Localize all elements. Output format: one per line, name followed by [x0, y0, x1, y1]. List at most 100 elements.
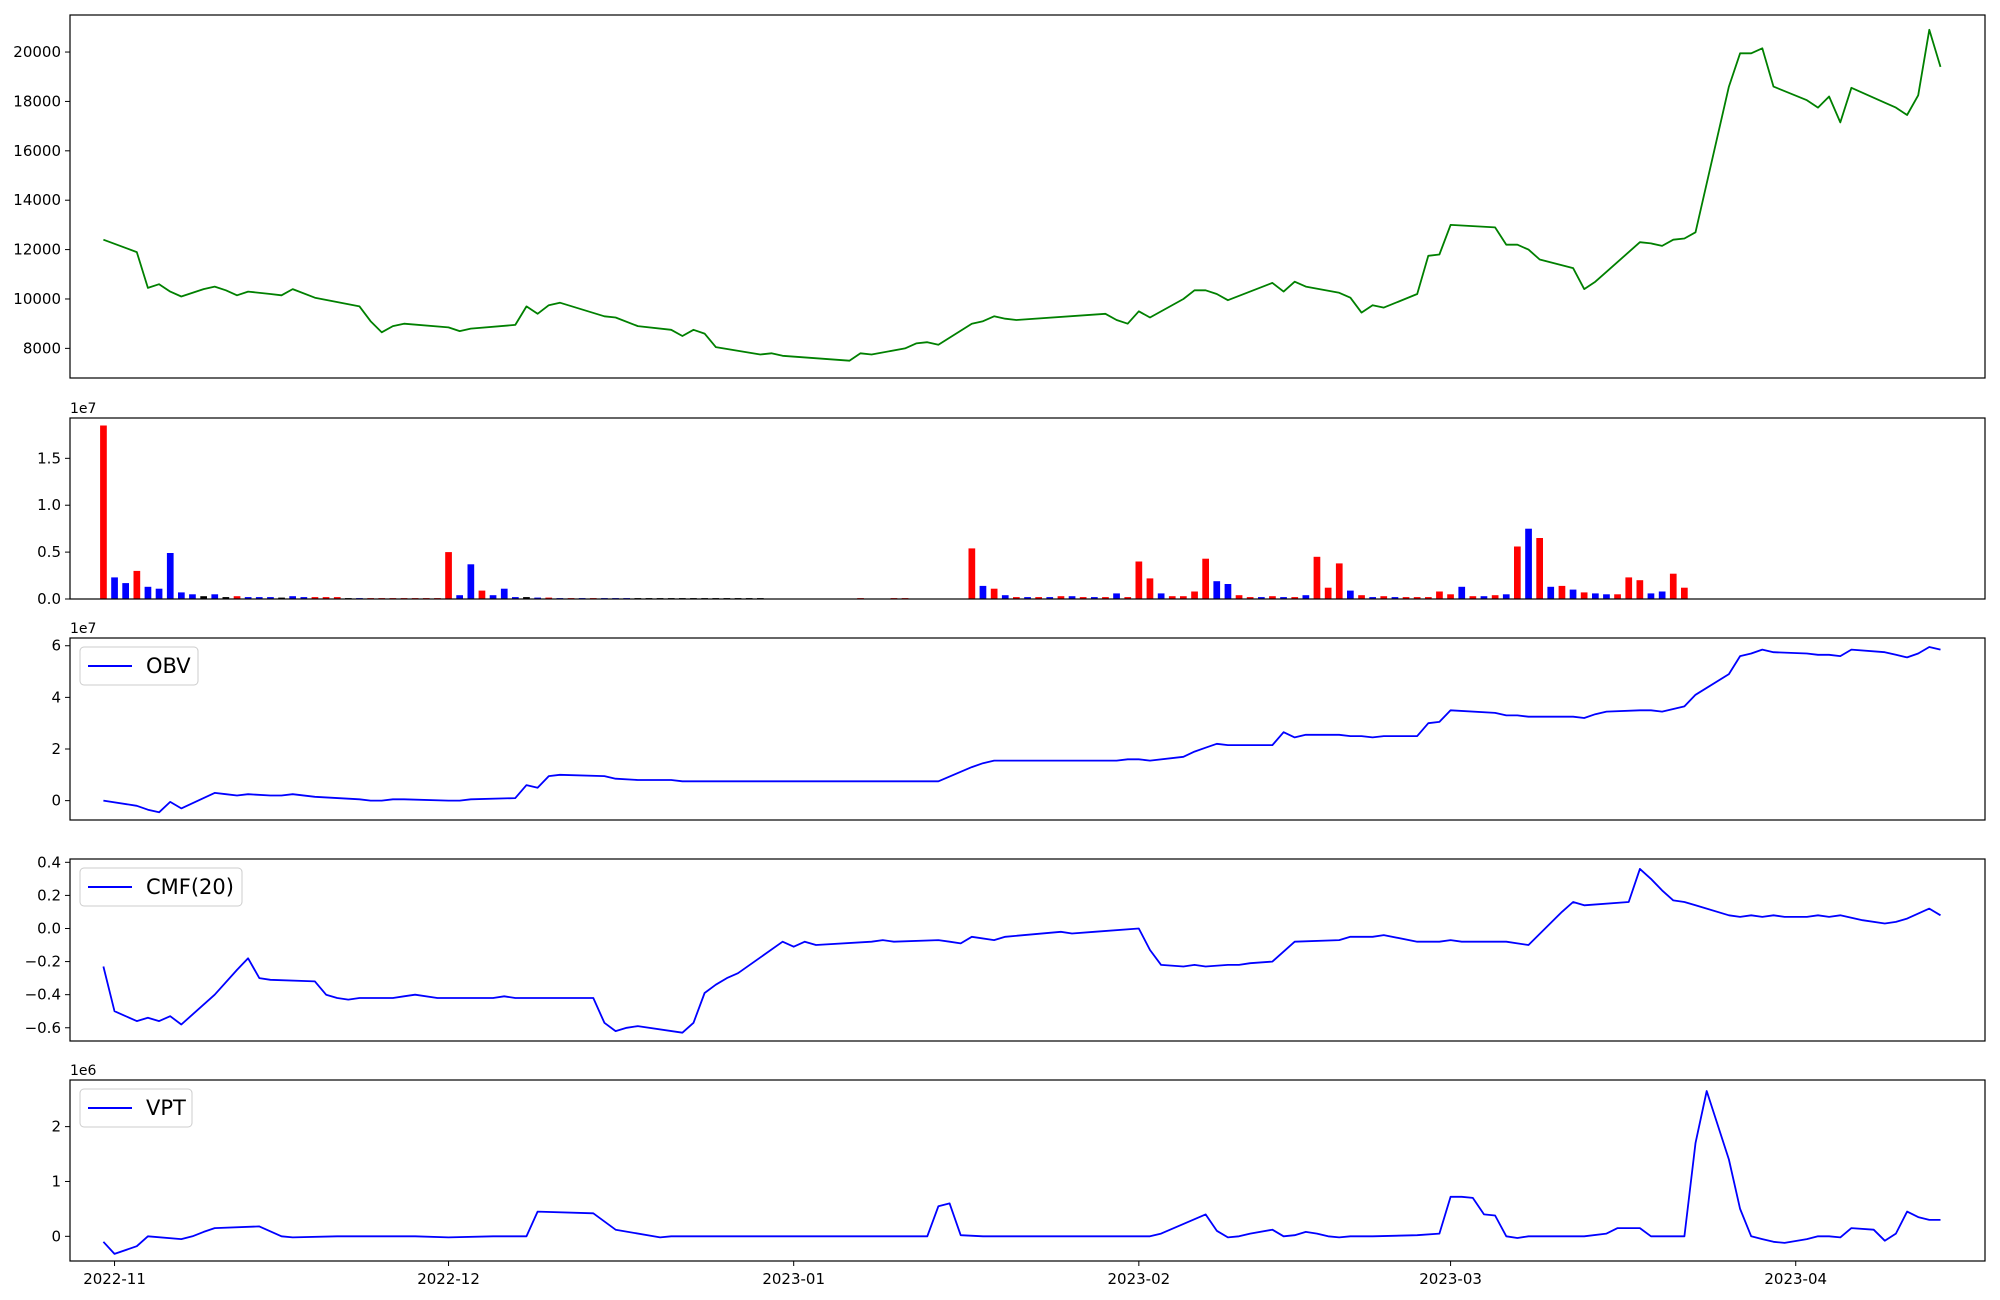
price-y-tick-label: 14000: [13, 191, 61, 209]
price-plot-area: [103, 28, 1942, 362]
volume-y-tick-label: 1.0: [37, 496, 61, 514]
volume-bar: [1157, 593, 1165, 599]
volume-bar: [1625, 577, 1633, 599]
volume-y-tick-label: 0.5: [37, 543, 61, 561]
volume-bar: [1536, 538, 1543, 599]
volume-bar: [1413, 597, 1421, 599]
volume-bar: [267, 597, 274, 599]
volume-bar: [1580, 592, 1588, 599]
volume-bar: [1191, 591, 1198, 599]
volume-bar: [1091, 597, 1098, 599]
cmf-plot-area: [102, 868, 1941, 1034]
volume-bar: [133, 570, 141, 599]
volume-bar: [1035, 597, 1042, 599]
obv-series-line: [103, 646, 1941, 814]
cmf-y-tick-label: 0.0: [37, 919, 61, 937]
volume-bar: [523, 597, 530, 599]
volume-bar: [289, 596, 296, 599]
cmf-y-tick-label: 0.2: [37, 886, 61, 904]
volume-bar: [244, 597, 252, 599]
volume-y-tick-label: 1.5: [37, 449, 61, 467]
volume-bar: [1480, 596, 1488, 599]
volume-bar: [1347, 590, 1354, 599]
cmf-panel: −0.6 −0.4 −0.2 0.0 0.2 0.4 CMF(20): [25, 853, 1986, 1042]
volume-bar: [478, 590, 486, 599]
volume-bar: [489, 595, 497, 599]
volume-bar: [456, 595, 463, 599]
price-y-axis: 8000 10000 12000 14000 16000 18000 20000: [13, 43, 70, 357]
volume-bar: [1224, 584, 1232, 599]
volume-bar: [1079, 597, 1087, 599]
volume-bar: [1547, 586, 1555, 599]
volume-bar: [1614, 594, 1621, 599]
volume-bar: [445, 552, 452, 599]
volume-bar: [1647, 593, 1655, 599]
volume-y-axis: 0.0 0.5 1.0 1.5: [37, 449, 70, 608]
volume-bar: [1168, 596, 1176, 599]
vpt-y-axis: 0 1 2: [51, 1118, 70, 1245]
volume-bar: [1313, 556, 1321, 599]
vpt-axes-frame: [69, 1079, 1986, 1262]
volume-bar: [1658, 591, 1666, 599]
volume-bar: [1024, 597, 1031, 599]
volume-bar: [512, 597, 519, 599]
volume-bar: [1068, 596, 1076, 599]
volume-bar: [1001, 595, 1009, 599]
vpt-y-tick-label: 2: [51, 1118, 61, 1136]
volume-bar: [1057, 596, 1065, 599]
volume-bar: [1569, 589, 1577, 599]
volume-bar: [155, 588, 163, 599]
volume-bar: [222, 597, 230, 599]
volume-bar: [1380, 596, 1388, 599]
x-tick-label: 2022-11: [83, 1270, 146, 1288]
volume-bar: [1046, 597, 1054, 599]
volume-bar: [990, 588, 998, 599]
cmf-legend-box: [79, 867, 243, 907]
vpt-y-tick-label: 0: [51, 1227, 61, 1245]
vpt-panel: 0 1 2 1e6 VPT 2022-11 2022-12 2023-01 2023-02…: [51, 1063, 1986, 1288]
volume-bar: [100, 425, 107, 599]
cmf-legend-label: CMF(20): [146, 875, 234, 899]
volume-bar: [1269, 596, 1276, 599]
volume-bar: [1436, 591, 1443, 599]
price-y-tick-label: 12000: [13, 241, 61, 259]
obv-y-tick-label: 6: [51, 637, 61, 655]
volume-bar: [1302, 595, 1310, 599]
volume-bar: [189, 594, 196, 599]
volume-bar: [1124, 597, 1132, 599]
volume-bar: [1180, 596, 1187, 599]
cmf-legend: CMF(20): [79, 867, 243, 907]
cmf-series-line: [102, 868, 1941, 1034]
obv-offset-text: 1e7: [70, 621, 96, 637]
volume-bar: [1135, 561, 1143, 599]
volume-bar: [1469, 596, 1477, 599]
volume-bar: [1291, 597, 1299, 599]
volume-bar: [1558, 585, 1566, 599]
volume-bar: [255, 597, 263, 599]
volume-bar: [979, 585, 987, 599]
volume-y-tick-label: 0.0: [37, 590, 61, 608]
volume-bar: [300, 597, 308, 599]
volume-bar: [534, 597, 541, 599]
volume-panel: 0.0 0.5 1.0 1.5 1e7: [37, 401, 1986, 608]
volume-bar: [1235, 595, 1243, 599]
volume-bar: [211, 594, 219, 599]
volume-bar: [968, 548, 976, 599]
volume-bar: [545, 597, 553, 599]
volume-bar: [1592, 593, 1599, 599]
volume-bar: [1525, 528, 1532, 599]
vpt-legend: VPT: [79, 1088, 193, 1128]
volume-bar: [1258, 597, 1265, 599]
volume-bar: [311, 597, 319, 599]
volume-bar: [200, 596, 207, 599]
volume-bar: [1369, 597, 1376, 599]
x-axis: 2022-11 2022-12 2023-01 2023-02 2023-03 2023-…: [83, 1261, 1827, 1288]
obv-legend: OBV: [79, 646, 199, 686]
volume-bar: [1202, 558, 1209, 599]
price-y-tick-label: 8000: [23, 339, 61, 357]
vpt-legend-box: [79, 1088, 193, 1128]
volume-bar: [1280, 597, 1287, 599]
volume-bar: [1491, 595, 1499, 599]
price-panel: 8000 10000 12000 14000 16000 18000 20000: [13, 14, 1986, 379]
